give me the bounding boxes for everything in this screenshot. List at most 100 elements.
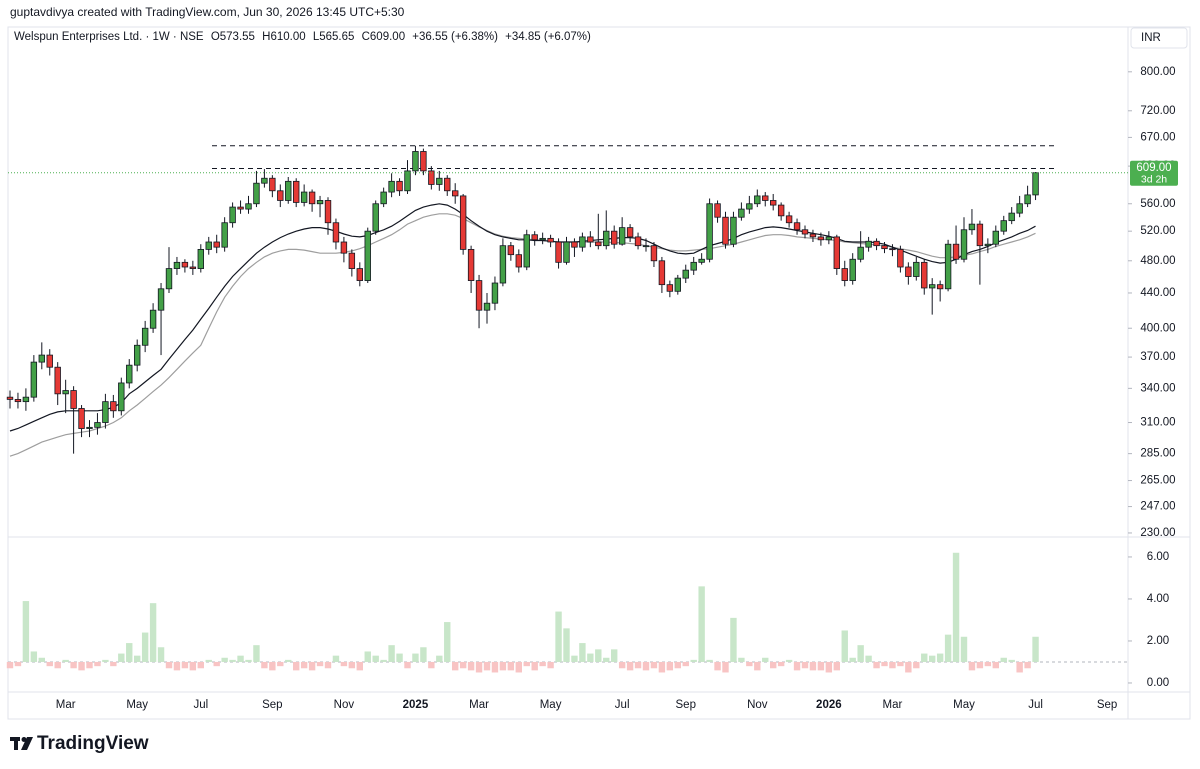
candle-body xyxy=(126,364,133,384)
candle-body xyxy=(944,243,952,290)
volume-bar xyxy=(762,657,769,662)
candle-body xyxy=(666,284,674,292)
y-tick-label: 480.00 xyxy=(1140,255,1175,267)
volume-bar xyxy=(825,661,833,673)
last-price-label: 609.00 xyxy=(1136,162,1171,174)
volume-bar xyxy=(141,632,149,662)
y-tick-label: 310.00 xyxy=(1140,417,1175,429)
candle-body xyxy=(690,261,697,271)
candle-body xyxy=(133,344,141,366)
candle-body xyxy=(825,236,833,241)
candle-body xyxy=(491,282,499,304)
volume-bar xyxy=(372,655,379,662)
volume-bar xyxy=(483,661,491,671)
candle-body xyxy=(78,408,85,429)
candle-body xyxy=(833,236,840,269)
volume-bar xyxy=(213,661,220,667)
currency[interactable]: INR xyxy=(1141,32,1161,44)
candle-body xyxy=(1000,220,1007,232)
volume-bar xyxy=(436,655,443,662)
candle-body xyxy=(189,266,197,269)
x-tick-label: Nov xyxy=(747,699,768,711)
volume-bar xyxy=(293,661,300,671)
volume-bar xyxy=(86,661,93,669)
candle-body xyxy=(86,426,93,429)
moving-average-fast xyxy=(9,203,1036,432)
volume-bar xyxy=(563,628,570,662)
volume-bar xyxy=(921,653,928,662)
candle-body xyxy=(420,151,427,172)
volume-bar xyxy=(714,661,721,671)
volume-bar xyxy=(126,643,133,662)
candle-body xyxy=(165,268,173,290)
candle-body xyxy=(897,248,904,268)
candle-body xyxy=(547,237,554,243)
candle-body xyxy=(197,248,204,269)
candle-body xyxy=(658,260,666,286)
y-tick-label: 520.00 xyxy=(1140,225,1175,237)
volume-bar xyxy=(515,661,522,673)
candle-body xyxy=(348,252,356,269)
y-tick-label: 247.00 xyxy=(1140,501,1175,513)
candle-body xyxy=(62,390,69,395)
candle-body xyxy=(380,191,387,205)
volume-tick-label: 6.00 xyxy=(1147,551,1169,563)
volume-tick-label: 4.00 xyxy=(1147,593,1169,605)
plot-area xyxy=(6,145,1128,673)
volume-bar xyxy=(46,661,53,667)
volume-bar xyxy=(253,645,260,662)
high-value: H610.00 xyxy=(262,31,305,43)
volume-bar xyxy=(929,655,936,662)
volume-bar xyxy=(913,661,920,669)
change-value: +36.55 (+6.38%) xyxy=(412,31,498,43)
candle-body xyxy=(984,243,992,247)
volume-bar xyxy=(388,645,395,662)
candle-body xyxy=(976,223,984,247)
volume-bar xyxy=(777,661,785,667)
volume-bar xyxy=(611,649,618,662)
volume-bar xyxy=(634,661,642,669)
volume-bar xyxy=(897,661,904,667)
candle-body xyxy=(30,361,38,398)
volume-bar xyxy=(690,659,697,662)
candle-body xyxy=(714,203,721,218)
volume-bar xyxy=(730,617,737,662)
candle-body xyxy=(873,240,880,247)
volume-bar xyxy=(157,647,165,662)
volume-bar xyxy=(412,653,419,662)
candle-body xyxy=(1032,172,1039,196)
low-value: L565.65 xyxy=(313,31,355,43)
x-tick-label: Jul xyxy=(1028,699,1043,711)
currency-box[interactable] xyxy=(1130,27,1188,49)
volume-bar xyxy=(102,659,109,662)
candle-body xyxy=(364,230,371,281)
volume-bar xyxy=(332,655,340,662)
volume-tick-label: 0.00 xyxy=(1147,677,1169,689)
volume-bar xyxy=(38,657,45,662)
volume-bar xyxy=(324,661,332,669)
volume-bar xyxy=(181,661,189,669)
candle-body xyxy=(110,401,117,412)
close-value: C609.00 xyxy=(362,31,405,43)
candle-body xyxy=(515,254,522,268)
candle-body xyxy=(738,208,745,218)
candle-body xyxy=(785,215,793,224)
volume-bar xyxy=(285,659,292,662)
candle-body xyxy=(992,230,999,245)
volume-bar xyxy=(650,661,658,669)
volume-bar xyxy=(1024,661,1031,669)
volume-bar xyxy=(674,661,681,669)
candle-body xyxy=(269,177,276,192)
volume-bar xyxy=(149,603,157,662)
candle-body xyxy=(54,366,61,395)
candle-body xyxy=(618,227,626,245)
y-tick-label: 230.00 xyxy=(1140,527,1175,539)
volume-bar xyxy=(658,661,666,673)
volume-bar xyxy=(205,659,212,662)
candle-body xyxy=(388,180,395,193)
volume-bar xyxy=(237,655,244,662)
candle-body xyxy=(777,204,785,217)
candle-body xyxy=(921,261,928,289)
volume-bar xyxy=(603,657,610,662)
y-tick-label: 370.00 xyxy=(1140,351,1175,363)
